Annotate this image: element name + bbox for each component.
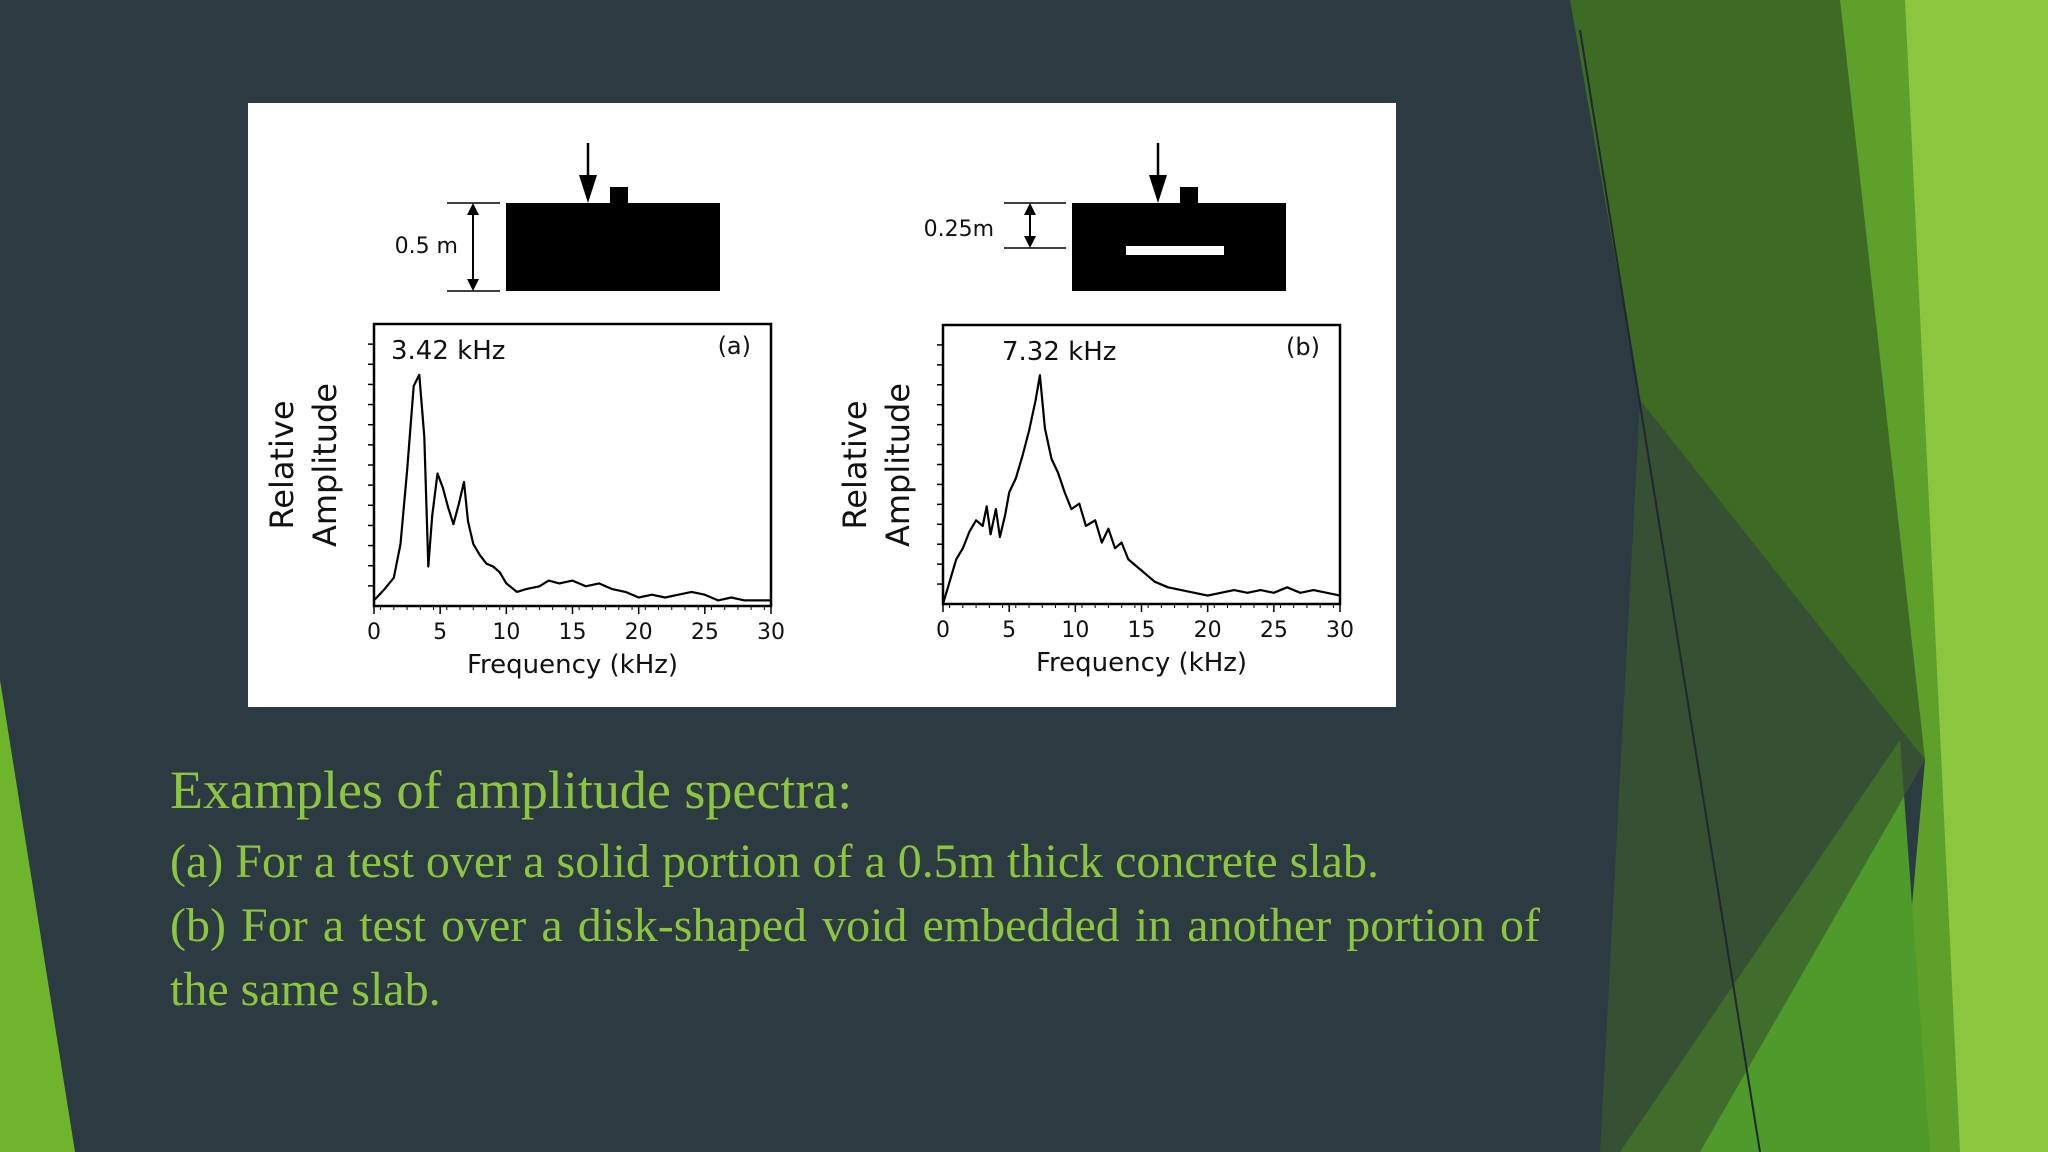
caption-line-b: (b) For a test over a disk-shaped void e… — [170, 899, 1540, 1016]
dimension-arrow-down — [467, 279, 479, 291]
panel-label: (b) — [1286, 333, 1320, 361]
x-tick-label: 30 — [1326, 618, 1354, 643]
x-axis-label: Frequency (kHz) — [467, 650, 678, 680]
peak-frequency-label: 3.42 kHz — [391, 336, 505, 366]
y-axis-label-line2: Amplitude — [879, 383, 917, 547]
decor-shard-faint — [1600, 400, 1925, 1152]
sensor-block — [610, 187, 628, 203]
dimension-arrow-up — [1024, 203, 1036, 215]
x-tick-label: 15 — [1128, 618, 1156, 643]
dimension-arrow-down — [1024, 236, 1036, 248]
x-tick-label: 5 — [1002, 618, 1016, 643]
chart-panel-b: 0.25m 0 5 10 15 20 25 30 7.32 kHz (b) Frequency (k… — [836, 143, 1354, 678]
spectrum-line — [941, 374, 1341, 605]
x-axis-label: Frequency (kHz) — [1036, 648, 1247, 678]
x-tick-label: 10 — [1061, 618, 1089, 643]
y-axis-label-line2: Amplitude — [306, 383, 344, 547]
y-axis-label-line1: Relative — [836, 400, 874, 529]
caption-line-a: (a) For a test over a solid portion of a… — [170, 835, 1379, 888]
caption: Examples of amplitude spectra: (a) For a… — [170, 752, 1540, 1022]
x-tick-label: 15 — [559, 620, 587, 645]
x-tick-label: 25 — [691, 620, 719, 645]
impact-arrow-head — [1149, 175, 1167, 203]
decor-shard-left — [0, 680, 75, 1152]
dimension-arrow-up — [467, 203, 479, 215]
x-tick-label: 5 — [433, 620, 447, 645]
impact-arrow-head — [579, 175, 597, 203]
void-disk — [1126, 246, 1224, 255]
spectrum-line — [373, 373, 771, 602]
figure-panel: 0.5 m 0 5 10 15 20 25 30 3.42 kHz (a) Frequency (k… — [248, 103, 1396, 707]
peak-frequency-label: 7.32 kHz — [1002, 337, 1116, 367]
chart-panel-a: 0.5 m 0 5 10 15 20 25 30 3.42 kHz (a) Frequency (k… — [263, 143, 785, 680]
sensor-block — [1180, 187, 1198, 203]
panel-label: (a) — [718, 332, 751, 360]
x-tick-label: 25 — [1260, 618, 1288, 643]
x-tick-label: 10 — [492, 620, 520, 645]
x-tick-label: 20 — [625, 620, 653, 645]
x-tick-label: 0 — [936, 618, 950, 643]
decor-shard-right-light — [1905, 0, 2048, 1152]
x-tick-label: 30 — [757, 620, 785, 645]
thickness-label: 0.25m — [924, 217, 994, 242]
amplitude-spectra-figure: 0.5 m 0 5 10 15 20 25 30 3.42 kHz (a) Frequency (k… — [263, 143, 1354, 680]
slab-block — [506, 203, 720, 291]
x-tick-label: 0 — [367, 620, 381, 645]
plot-frame — [372, 322, 773, 608]
x-tick-label: 20 — [1194, 618, 1222, 643]
decor-line — [1579, 29, 1761, 1152]
thickness-label: 0.5 m — [395, 234, 458, 259]
y-axis-label-line1: Relative — [263, 400, 301, 529]
decor-shard-right-dark — [1570, 0, 1925, 760]
caption-title: Examples of amplitude spectra: — [170, 760, 853, 820]
